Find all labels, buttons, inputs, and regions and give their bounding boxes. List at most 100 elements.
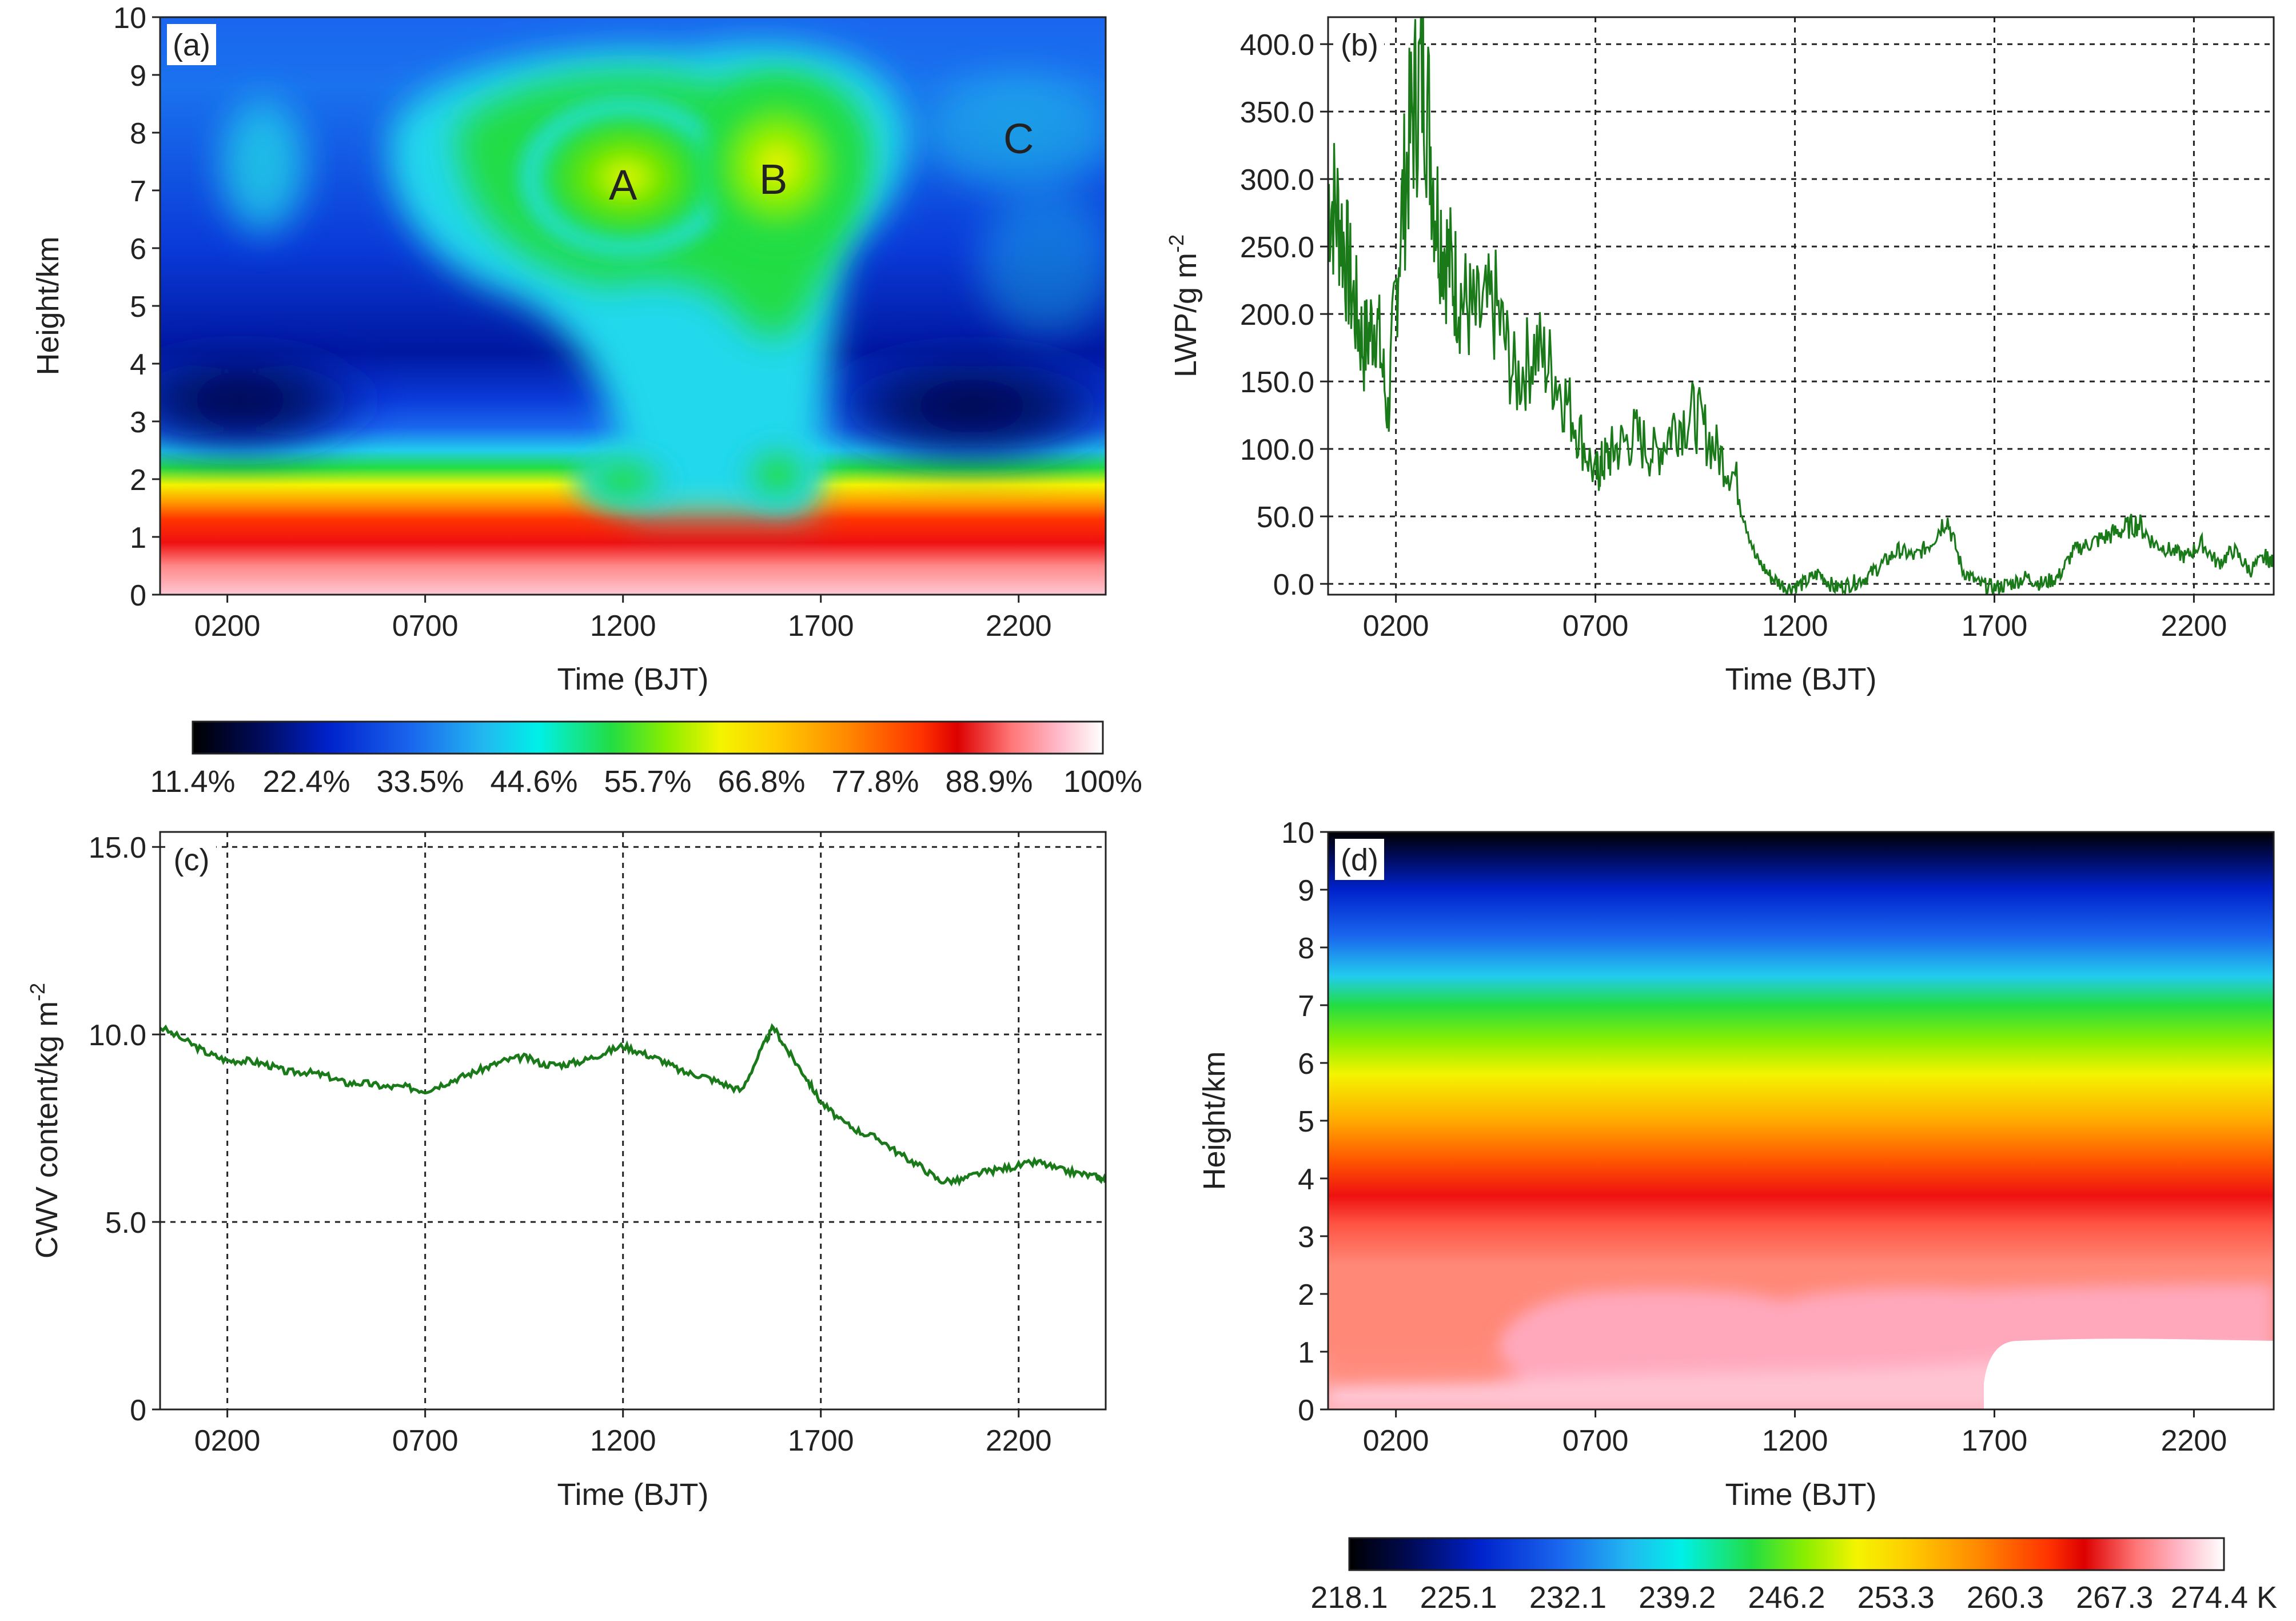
- panel-b-series-line: [1328, 17, 2274, 595]
- panel-b-lwp: 0200 0700 1200 1700 2200 0.0 50.0 100.0 150.0 20…: [1165, 16, 2275, 696]
- panel-d-x-ticks: 0200 0700 1200 1700 2200: [1363, 1409, 2227, 1457]
- y-tick-label: 10.0: [89, 1019, 146, 1052]
- x-tick-label: 1200: [1762, 610, 1828, 643]
- annotation-label: B: [759, 156, 787, 203]
- panel-c-label: (c): [174, 843, 210, 877]
- colorbar-tick-label: 44.6%: [490, 764, 577, 799]
- panel-d-heatmap: [1328, 832, 2274, 1409]
- y-tick-label: 10: [1281, 817, 1314, 850]
- colorbar-tick-label: 232.1: [1529, 1580, 1607, 1615]
- colorbar-tick-label: 274.4 K: [2171, 1580, 2277, 1615]
- panel-b-label-box: [1335, 24, 1384, 65]
- y-tick-label: 3: [1298, 1221, 1314, 1254]
- colorbar-tick-label: 88.9%: [945, 764, 1033, 799]
- y-tick-label: 15.0: [89, 831, 146, 865]
- panel-a-ylabel: Height/km: [31, 236, 65, 375]
- panel-d-ylabel: Height/km: [1197, 1051, 1231, 1190]
- y-tick-label: 400.0: [1240, 29, 1314, 62]
- panel-d-y-ticks: 0 1 2 3 4 5 6 7 8 9 10: [1281, 817, 1328, 1427]
- y-tick-label: 8: [130, 117, 146, 150]
- y-tick-label: 7: [1298, 990, 1314, 1023]
- y-tick-label: 2: [130, 464, 146, 497]
- x-tick-label: 1700: [1962, 1424, 2028, 1457]
- y-tick-label: 6: [1298, 1048, 1314, 1081]
- colorbar-tick-label: 77.8%: [831, 764, 919, 799]
- panel-d-xlabel: Time (BJT): [1725, 1477, 1877, 1512]
- panel-c-ylabel-main: CWV content/kg m: [30, 1001, 64, 1258]
- x-tick-label: 0200: [1363, 1424, 1429, 1457]
- panel-c-xlabel: Time (BJT): [557, 1477, 709, 1512]
- colorbar-tick-label: 267.3: [2076, 1580, 2153, 1615]
- panel-a-relative-humidity: 0200 0700 1200 1700 2200 0 1 2 3 4 5 6 7 8 9 10 A B C (a…: [31, 2, 1107, 696]
- x-tick-label: 0700: [1562, 610, 1629, 643]
- panel-b-x-ticks: 0200 0700 1200 1700 2200: [1363, 595, 2227, 643]
- panel-c-x-ticks: 0200 0700 1200 1700 2200: [194, 1409, 1052, 1457]
- colorbar-tick-label: 253.3: [1857, 1580, 1935, 1615]
- panel-d-temperature: 0200 0700 1200 1700 2200 0 1 2 3 4 5 6 7 8 9 10 (d) Ti…: [1197, 817, 2275, 1512]
- colorbar-tick-label: 55.7%: [604, 764, 691, 799]
- y-tick-label: 350.0: [1240, 96, 1314, 129]
- panel-b-ylabel: LWP/g m-2: [1165, 234, 1203, 377]
- annotation-label: C: [1003, 115, 1034, 162]
- panel-b-y-ticks: 0.0 50.0 100.0 150.0 200.0 250.0 300.0 350.0 400…: [1240, 29, 1328, 602]
- panel-c-cwv: 0200 0700 1200 1700 2200 0 5.0 10.0 15.0 (c) Ti…: [26, 831, 1107, 1512]
- panel-c-frame: [159, 831, 1107, 1411]
- x-tick-label: 1700: [788, 1424, 854, 1457]
- panel-a-x-ticks: 0200 0700 1200 1700 2200: [194, 595, 1052, 643]
- x-tick-label: 2200: [986, 1424, 1052, 1457]
- x-tick-label: 1200: [590, 1424, 656, 1457]
- y-tick-label: 7: [130, 175, 146, 208]
- colorbar-tick-label: 239.2: [1639, 1580, 1716, 1615]
- x-tick-label: 2200: [2161, 610, 2227, 643]
- panel-a-label: (a): [173, 28, 210, 62]
- colorbar-tick-label: 246.2: [1748, 1580, 1825, 1615]
- y-tick-label: 0.0: [1273, 568, 1314, 602]
- colorbar-tick-label: 225.1: [1420, 1580, 1497, 1615]
- x-tick-label: 0200: [194, 610, 261, 643]
- y-tick-label: 0: [130, 1394, 146, 1427]
- y-tick-label: 1: [130, 521, 146, 555]
- y-tick-label: 9: [1298, 874, 1314, 907]
- annotation-label: A: [609, 161, 637, 209]
- panel-c-label-box: [167, 839, 216, 880]
- y-tick-label: 9: [130, 59, 146, 93]
- y-tick-label: 8: [1298, 932, 1314, 965]
- panel-a-colorbar-ticks: 11.4% 22.4% 33.5% 44.6% 55.7% 66.8% 77.8% 88.9%…: [150, 764, 1142, 799]
- panel-a-label-box: [167, 24, 216, 65]
- panel-a-annotations: A B C: [609, 115, 1034, 209]
- y-tick-label: 0: [130, 579, 146, 612]
- panel-c-series-line: [160, 1023, 1106, 1187]
- panel-b-frame: [1327, 16, 2275, 596]
- y-tick-label: 3: [130, 406, 146, 439]
- y-tick-label: 0: [1298, 1394, 1314, 1427]
- panel-b-ylabel-sup: -2: [1165, 234, 1188, 253]
- panel-a-heatmap: [160, 17, 1106, 595]
- panel-b-xlabel: Time (BJT): [1725, 662, 1877, 696]
- panel-c-ylabel-sup: -2: [26, 983, 49, 1001]
- y-tick-label: 10: [113, 2, 146, 35]
- panel-c-ylabel: CWV content/kg m-2: [26, 983, 64, 1258]
- x-tick-label: 2200: [2161, 1424, 2227, 1457]
- y-tick-label: 200.0: [1240, 298, 1314, 332]
- x-tick-label: 2200: [986, 610, 1052, 643]
- panel-d-label: (d): [1341, 843, 1378, 877]
- panel-b-grid: [1328, 17, 2274, 595]
- panel-d-colorbar-ticks: 218.1 225.1 232.1 239.2 246.2 253.3 260.3 267.3…: [1310, 1580, 2277, 1615]
- colorbar-tick-label: 66.8%: [718, 764, 805, 799]
- y-tick-label: 300.0: [1240, 164, 1314, 197]
- y-tick-label: 1: [1298, 1336, 1314, 1369]
- panel-a-colorbar-bar: [192, 720, 1104, 755]
- x-tick-label: 0700: [392, 610, 459, 643]
- y-tick-label: 50.0: [1257, 501, 1314, 534]
- y-tick-label: 150.0: [1240, 366, 1314, 399]
- y-tick-label: 5: [130, 290, 146, 324]
- panel-c-grid: [160, 832, 1106, 1409]
- y-tick-label: 2: [1298, 1279, 1314, 1312]
- y-tick-label: 5: [1298, 1105, 1314, 1138]
- y-tick-label: 100.0: [1240, 433, 1314, 467]
- x-tick-label: 1200: [590, 610, 656, 643]
- x-tick-label: 0700: [392, 1424, 459, 1457]
- x-tick-label: 0200: [1363, 610, 1429, 643]
- colorbar-tick-label: 218.1: [1310, 1580, 1388, 1615]
